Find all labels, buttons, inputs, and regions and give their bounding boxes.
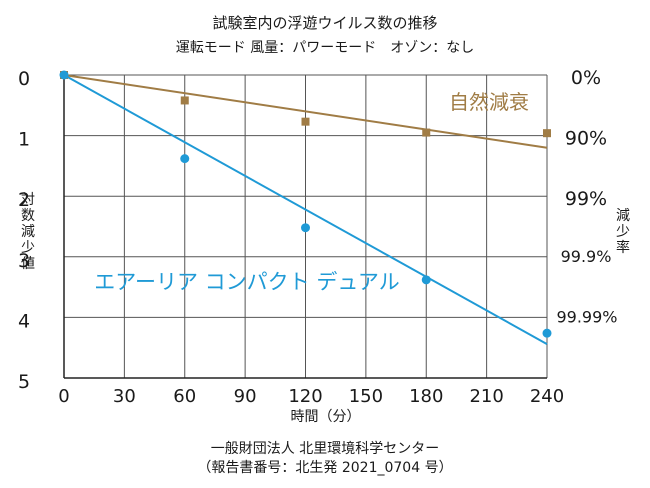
y2-tick-label: 99% (565, 188, 607, 210)
y-tick-label: 4 (18, 310, 30, 332)
x-tick-label: 210 (469, 386, 503, 407)
natural-decay-point (301, 117, 310, 126)
chart-title: 試験室内の浮遊ウイルス数の推移 (212, 14, 438, 32)
y2-tick-label: 0% (571, 67, 601, 89)
chart-subtitle: 運転モード 風量：パワーモード オゾン：なし (175, 40, 475, 56)
natural-decay-trend-line (63, 74, 548, 149)
natural-decay-point (180, 96, 189, 105)
x-tick-label: 90 (234, 386, 257, 407)
device-point (59, 70, 69, 80)
device-label: エアーリア コンパクト デュアル (94, 270, 399, 294)
natural-decay-label: 自然減衰 (449, 90, 529, 114)
device-point (421, 275, 431, 285)
y-tick-label: 3 (18, 250, 30, 272)
y2-axis-label: 減少率 (616, 208, 630, 256)
device-trend-line (63, 74, 548, 345)
x-tick-label: 180 (409, 386, 443, 407)
y-tick-label: 2 (18, 189, 30, 211)
y-axis-label: 対数減少値 (21, 192, 35, 272)
footer-organization: 一般財団法人 北里環境科学センター (210, 441, 440, 457)
x-axis-label: 時間（分） (291, 409, 361, 425)
x-tick-label: 30 (113, 386, 136, 407)
y2-tick-label: 99.9% (561, 247, 612, 266)
y2-tick-label: 99.99% (556, 307, 617, 326)
x-tick-label: 0 (58, 386, 69, 407)
y-tick-label: 5 (18, 371, 30, 393)
x-tick-label: 60 (173, 386, 196, 407)
natural-decay-point (422, 128, 431, 137)
y-tick-label: 0 (18, 68, 30, 90)
device-point (542, 328, 552, 338)
footer-report-number: （報告書番号：北生発 2021_0704 号） (197, 460, 453, 476)
device-point (301, 223, 310, 233)
device-point (180, 154, 190, 164)
x-tick-label: 150 (349, 386, 383, 407)
x-tick-label: 120 (288, 386, 322, 407)
x-tick-label: 240 (530, 386, 564, 407)
y2-tick-label: 90% (565, 128, 607, 150)
y-tick-label: 1 (18, 129, 30, 151)
natural-decay-point (543, 129, 551, 138)
